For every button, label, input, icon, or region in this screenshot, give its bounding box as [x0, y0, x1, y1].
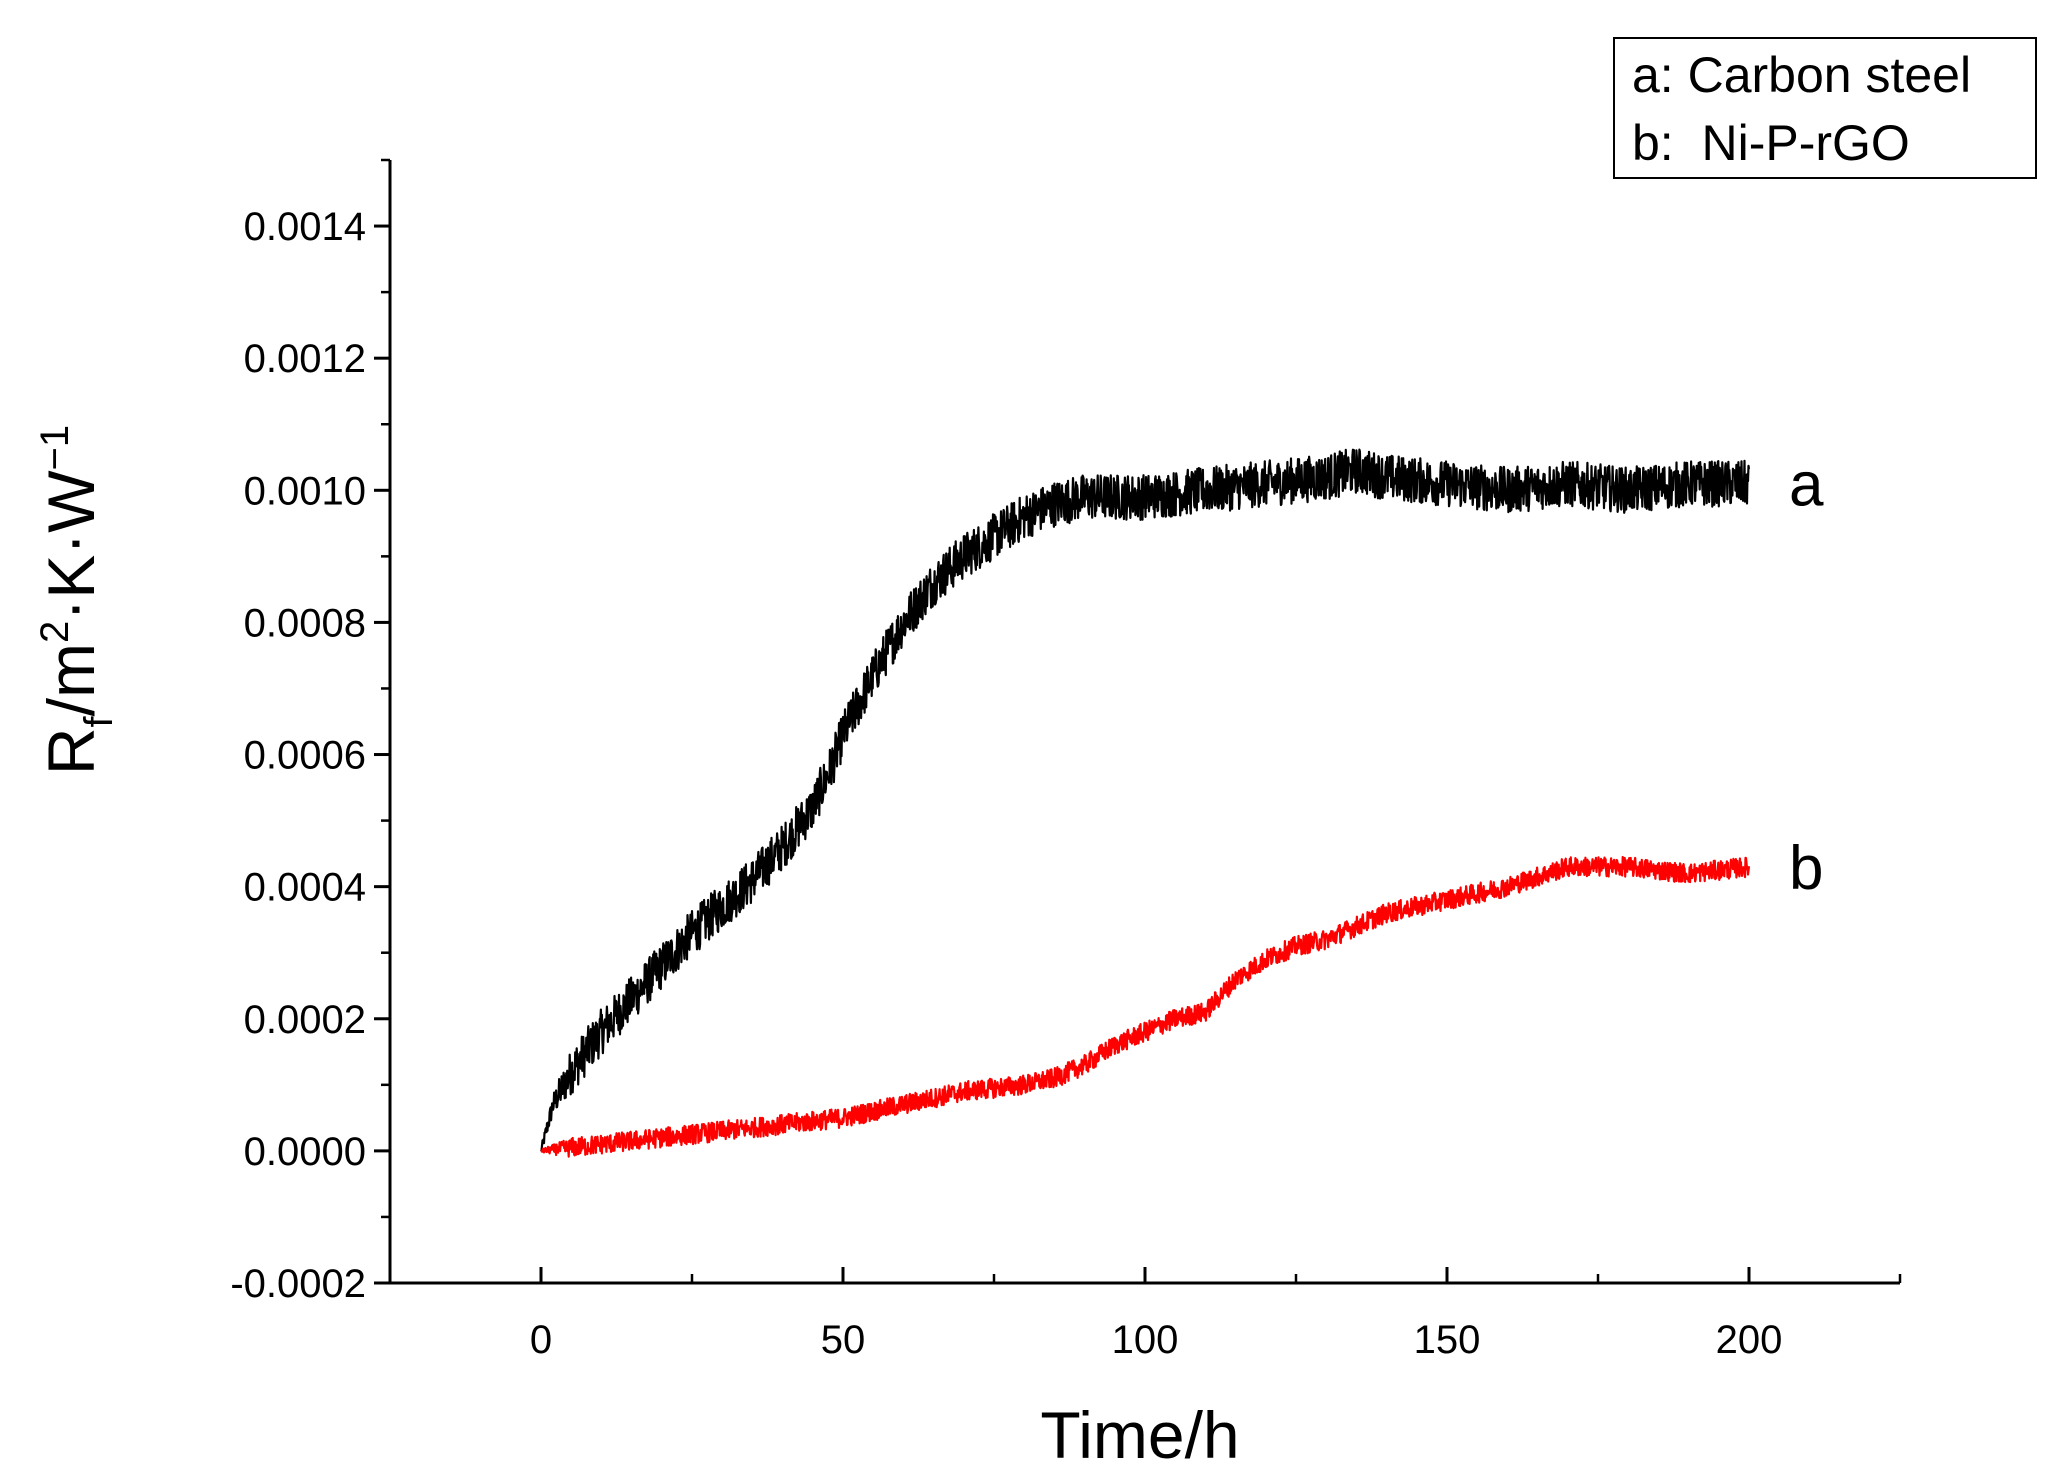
y-tick-label: 0.0000 — [244, 1130, 366, 1174]
legend: a: Carbon steel b: Ni-P-rGO — [1613, 37, 2037, 179]
y-tick-label: 0.0008 — [244, 601, 366, 645]
y-tick-label: 0.0010 — [244, 469, 366, 513]
legend-box — [1613, 37, 2037, 179]
x-axis-title: Time/h — [1040, 1398, 1239, 1472]
x-tick-label: 50 — [821, 1318, 866, 1362]
y-tick-label: -0.0002 — [230, 1262, 366, 1306]
chart-series: ab — [540, 448, 1824, 1158]
y-axis-title-superscript-a: 2 — [33, 621, 77, 643]
y-tick-label: 0.0006 — [244, 734, 366, 778]
chart-axes — [388, 160, 1900, 1285]
series-b-label: b — [1789, 834, 1823, 903]
series-b-line — [540, 855, 1751, 1158]
y-tick-label: 0.0014 — [244, 205, 366, 249]
x-tick-label: 200 — [1716, 1318, 1783, 1362]
y-axis-title-base: R — [34, 727, 108, 775]
series-a: a — [540, 448, 1824, 1152]
y-axis-title-unit-b: ·K·W — [34, 470, 108, 621]
y-axis-title: Rf/m2·K·W−1 — [33, 425, 121, 775]
x-tick-label: 0 — [530, 1318, 552, 1362]
legend-entry-a: a: Carbon steel — [1632, 47, 1971, 103]
chart-ticks: 0 50 100 150 200 -0.0002 0.0000 0.0002 0.0004 0.0… — [230, 158, 1902, 1362]
series-a-label: a — [1789, 451, 1824, 520]
y-tick-label: 0.0002 — [244, 998, 366, 1042]
y-tick-label: 0.0004 — [244, 866, 366, 910]
series-a-line — [540, 448, 1751, 1152]
y-axis-title-superscript-b: −1 — [33, 425, 77, 471]
legend-entry-b: b: Ni-P-rGO — [1632, 115, 1910, 171]
y-axis-title-unit-a: /m — [34, 643, 108, 716]
x-tick-label: 100 — [1112, 1318, 1179, 1362]
y-axis-title-subscript: f — [77, 715, 121, 727]
series-b: b — [540, 834, 1823, 1158]
x-tick-label: 150 — [1414, 1318, 1481, 1362]
y-tick-label: 0.0012 — [244, 337, 366, 381]
